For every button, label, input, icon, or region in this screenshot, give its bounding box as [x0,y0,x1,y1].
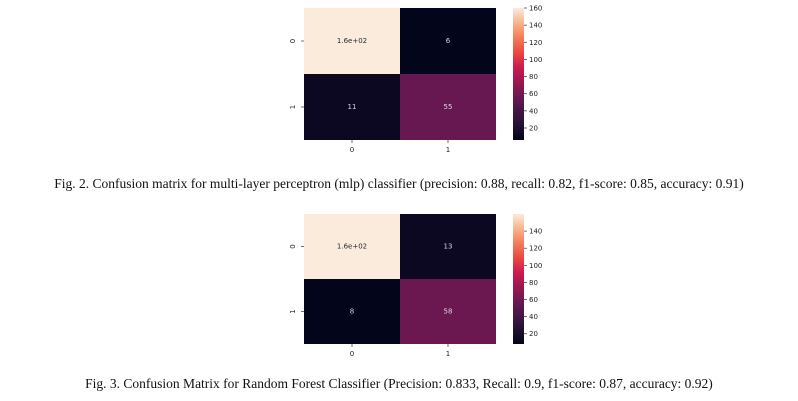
y-tick-label-0: 0 [289,244,297,248]
cell-label-0-1: 6 [446,37,451,45]
figure-2-caption: Fig. 2. Confusion matrix for multi-layer… [54,176,744,191]
colorbar-tick-label-140: 140 [529,228,542,236]
colorbar-tick-label-120: 120 [529,39,542,47]
cell-label-0-1: 13 [444,243,453,251]
colorbar-tick-label-80: 80 [529,279,538,287]
heatmap-cell-1-0 [304,279,400,344]
cell-label-1-1: 58 [444,308,453,316]
colorbar [513,8,524,140]
figure-2: 1.6e+02 6 11 55 0 1 0 1 20 40 60 80 100 120 140 160 [282,0,552,163]
figure-3-caption: Fig. 3. Confusion Matrix for Random Fore… [85,376,713,391]
heatmap-cell-1-1 [400,279,496,344]
colorbar-tick-label-140: 140 [529,22,542,30]
x-tick-label-1: 1 [446,146,450,154]
cell-label-0-0: 1.6e+02 [337,37,367,45]
heatmap-cell-1-1 [400,74,496,140]
colorbar-tick-label-20: 20 [529,330,538,338]
colorbar-tick-label-60: 60 [529,296,538,304]
colorbar-tick-label-80: 80 [529,73,538,81]
colorbar-tick-label-120: 120 [529,245,542,253]
colorbar-tick-label-20: 20 [529,125,538,133]
y-tick-label-0: 0 [289,39,297,43]
x-tick-label-0: 0 [350,146,354,154]
cell-label-1-0: 8 [350,308,354,316]
y-tick-label-1: 1 [289,309,297,313]
heatmap-cell-1-0 [304,74,400,140]
heatmap-cell-0-0 [304,214,400,279]
x-tick-label-0: 0 [350,350,354,358]
cell-label-1-0: 11 [348,103,357,111]
cell-label-1-1: 55 [444,103,453,111]
y-tick-label-1: 1 [289,105,297,109]
colorbar-tick-label-40: 40 [529,107,538,115]
colorbar-tick-label-160: 160 [529,5,542,13]
heatmap-cell-0-1 [400,214,496,279]
colorbar-tick-label-100: 100 [529,262,542,270]
colorbar-tick-label-60: 60 [529,90,538,98]
heatmap-cell-0-1 [400,8,496,74]
x-tick-label-1: 1 [446,350,450,358]
colorbar-tick-label-40: 40 [529,313,538,321]
heatmap-cell-0-0 [304,8,400,74]
colorbar-tick-label-100: 100 [529,56,542,64]
colorbar [513,214,524,344]
cell-label-0-0: 1.6e+02 [337,243,367,251]
figure-3: 1.6e+02 13 8 58 0 1 0 1 20 40 60 80 100 120 140 [282,208,552,365]
